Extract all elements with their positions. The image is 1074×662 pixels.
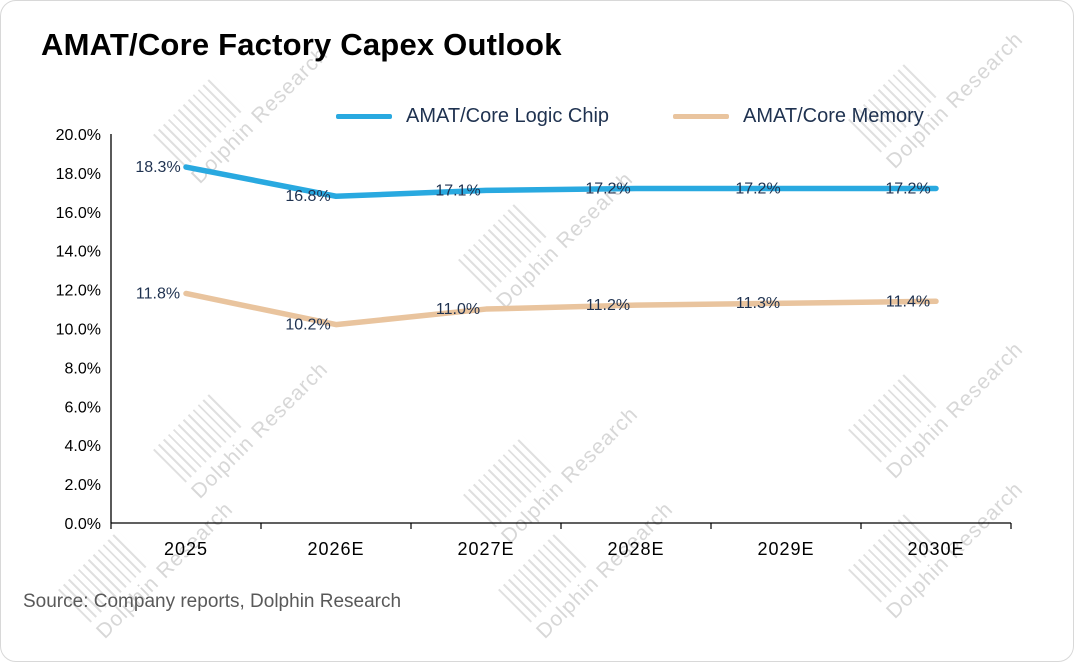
source-note: Source: Company reports, Dolphin Researc… — [23, 591, 402, 612]
y-axis-tick-label: 6.0% — [65, 399, 101, 416]
y-axis-tick-label: 10.0% — [56, 322, 101, 339]
y-axis-tick-label: 4.0% — [65, 438, 101, 455]
y-axis-tick-label: 16.0% — [56, 205, 101, 222]
y-axis-tick-label: 20.0% — [56, 127, 101, 144]
data-label-logic-chip: 17.2% — [885, 180, 930, 197]
legend-item-logic-chip: AMAT/Core Logic Chip — [336, 105, 609, 128]
chart-title: AMAT/Core Factory Capex Outlook — [41, 27, 562, 62]
series-line-logic-chip — [183, 164, 939, 199]
y-axis-tick-label: 8.0% — [65, 360, 101, 377]
data-label-logic-chip: 17.1% — [435, 182, 480, 199]
legend-line-logic-chip-icon — [336, 114, 392, 119]
y-axis-tick-label: 0.0% — [65, 516, 101, 533]
data-label-logic-chip: 16.8% — [285, 188, 330, 205]
y-axis-tick-label: 2.0% — [65, 477, 101, 494]
data-label-logic-chip: 17.2% — [585, 180, 630, 197]
x-axis-label: 2030E — [907, 539, 964, 559]
data-label-memory: 11.4% — [886, 293, 930, 310]
y-axis-tick-label: 12.0% — [56, 283, 101, 300]
legend: AMAT/Core Logic Chip AMAT/Core Memory — [336, 105, 924, 128]
x-axis-label: 2026E — [307, 539, 364, 559]
x-axis-label: 2025 — [164, 539, 208, 559]
y-axis-tick-label: 14.0% — [56, 244, 101, 261]
legend-label-memory: AMAT/Core Memory — [743, 105, 924, 127]
data-label-memory: 11.8% — [136, 285, 180, 302]
data-label-memory: 10.2% — [285, 317, 330, 334]
data-label-memory: 11.0% — [436, 301, 480, 318]
x-axis-label: 2027E — [457, 539, 514, 559]
legend-label-logic-chip: AMAT/Core Logic Chip — [406, 105, 610, 127]
data-label-memory: 11.3% — [736, 295, 780, 312]
data-label-logic-chip: 17.2% — [735, 180, 780, 197]
x-axis-label: 2028E — [607, 539, 664, 559]
y-axis-tick-label: 18.0% — [56, 166, 101, 183]
legend-line-memory-icon — [673, 114, 730, 119]
data-label-logic-chip: 18.3% — [135, 159, 180, 176]
series-line-memory — [183, 290, 939, 328]
x-axis-label: 2029E — [757, 539, 814, 559]
data-label-memory: 11.2% — [586, 297, 630, 314]
legend-item-memory: AMAT/Core Memory — [673, 105, 924, 128]
